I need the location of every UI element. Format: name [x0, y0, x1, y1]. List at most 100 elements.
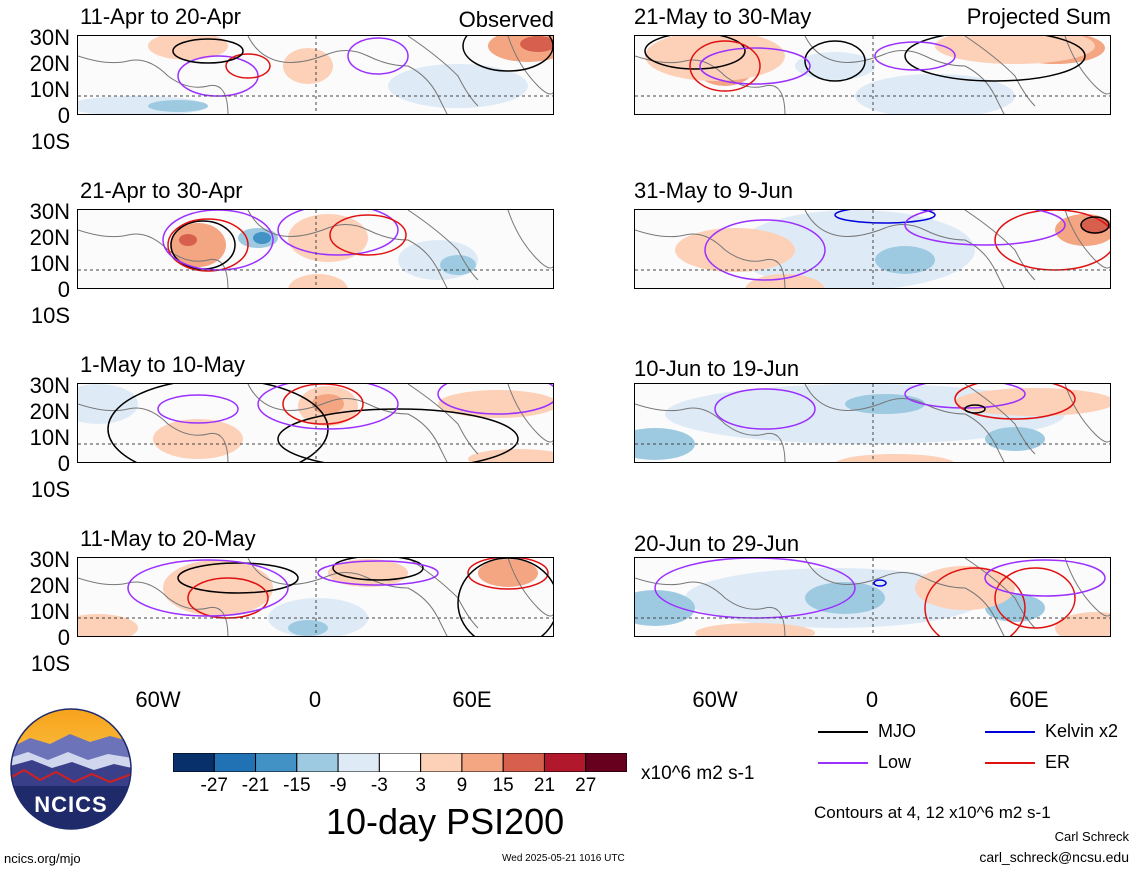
- anomaly-shading: [312, 394, 344, 414]
- map-field: [635, 36, 1110, 114]
- panel-title-right-2: 31-May to 9-Jun: [634, 178, 793, 203]
- lat-label-10n: 10N: [29, 599, 70, 624]
- footer-timestamp: Wed 2025-05-21 1016 UTC: [502, 853, 625, 864]
- lon-label-0: 0: [308, 687, 322, 712]
- footer-email: carl_schreck@ncsu.edu: [979, 849, 1129, 865]
- anomaly-shading: [179, 234, 197, 246]
- colorbar-swatch: [420, 752, 463, 773]
- anomaly-shading: [288, 274, 348, 288]
- contour-line: [347, 37, 409, 75]
- colorbar-swatch: [213, 752, 257, 773]
- anomaly-shading: [288, 620, 328, 636]
- lon-label-60e: 60E: [452, 687, 492, 712]
- map-field: [635, 558, 1110, 636]
- lat-label-10n: 10N: [29, 425, 70, 450]
- contour-line: [332, 558, 424, 581]
- colorbar-swatch: [543, 752, 587, 773]
- contour-line: [699, 47, 811, 85]
- map-panel-left-2: [77, 209, 554, 289]
- colorbar-title: 10-day PSI200: [326, 801, 565, 842]
- lat-label-10s: 10S: [30, 477, 70, 502]
- colorbar-units: x10^6 m2 s-1: [641, 763, 755, 784]
- lat-label-20n: 20N: [29, 399, 70, 424]
- contour-line: [994, 567, 1076, 629]
- anomaly-shading: [440, 255, 476, 275]
- contour-line: [457, 558, 553, 636]
- map-field: [78, 36, 553, 114]
- colorbar-tick-label: -15: [283, 775, 311, 796]
- anomaly-shading: [955, 388, 1110, 416]
- lat-label-10s: 10S: [30, 303, 70, 328]
- legend-label-low: Low: [878, 752, 912, 772]
- anomaly-shading: [805, 582, 885, 614]
- contour-line: [277, 408, 519, 462]
- anomaly-shading: [170, 223, 226, 267]
- panel-title-left-1: 11-Apr to 20-Apr: [80, 4, 242, 29]
- anomaly-shading: [836, 454, 954, 462]
- colorbar-swatch: [337, 752, 380, 773]
- map-field: [635, 210, 1110, 288]
- contour-line: [904, 210, 1066, 246]
- panel-title-left-3: 1-May to 10-May: [80, 352, 246, 377]
- anomaly-shading: [675, 228, 795, 272]
- legend-line-er: [985, 762, 1035, 764]
- legend-label-er: ER: [1045, 752, 1071, 772]
- lon-label-0: 0: [865, 687, 879, 712]
- map-panel-right-4: [634, 557, 1111, 637]
- anomaly-shading: [153, 419, 243, 459]
- contour-line: [225, 53, 271, 79]
- colorbar: [172, 752, 628, 773]
- contour-line: [924, 567, 1026, 636]
- colorbar-swatch: [461, 752, 504, 773]
- contour-line: [873, 579, 887, 587]
- map-panel-left-1: [77, 35, 554, 115]
- anomaly-shading: [253, 232, 271, 244]
- map-panel-left-4: [77, 557, 554, 637]
- lat-label-20n: 20N: [29, 573, 70, 598]
- contour-line: [127, 559, 289, 617]
- panel-label-observed: Observed: [458, 7, 554, 32]
- panel-label-projected-sum: Projected Sum: [966, 4, 1111, 29]
- colorbar-tick-label: 9: [456, 775, 468, 796]
- anomaly-shading: [148, 100, 208, 112]
- lat-label-20n: 20N: [29, 51, 70, 76]
- contour-line: [689, 40, 761, 92]
- contour-line: [964, 404, 986, 414]
- anomaly-shading: [163, 560, 273, 616]
- ncics-logo: NCICS: [10, 708, 132, 830]
- anomaly-shading: [388, 64, 528, 108]
- anomaly-shading: [875, 246, 935, 274]
- lat-label-30n: 30N: [29, 25, 70, 50]
- panel-title-right-4: 20-Jun to 29-Jun: [634, 531, 800, 556]
- anomaly-shading: [478, 559, 538, 587]
- contour-line: [437, 384, 553, 415]
- lat-label-20n: 20N: [29, 225, 70, 250]
- ncics-logo-graphic: [10, 708, 132, 830]
- contour-line: [277, 210, 399, 256]
- coastline: [78, 384, 553, 462]
- lon-label-60w: 60W: [692, 687, 738, 712]
- colorbar-tick-label: 3: [415, 775, 426, 796]
- map-panel-right-3: [634, 383, 1111, 463]
- lat-label-eq: 0: [57, 625, 70, 650]
- legend-line-kelvin: [985, 731, 1035, 733]
- legend-label-kelvin: Kelvin x2: [1045, 721, 1119, 741]
- lat-label-eq: 0: [57, 277, 70, 302]
- contour-line: [462, 36, 553, 72]
- contour-line: [954, 384, 1076, 420]
- lon-label-60w: 60W: [135, 687, 181, 712]
- anomaly-shading: [148, 36, 228, 60]
- coastline: [78, 36, 553, 114]
- anomaly-shading: [283, 48, 333, 84]
- colorbar-swatch: [502, 752, 545, 773]
- contour-line: [172, 38, 244, 64]
- anomaly-shading: [635, 590, 695, 626]
- lat-label-30n: 30N: [29, 373, 70, 398]
- contour-line: [704, 219, 826, 281]
- anomaly-shading: [288, 214, 368, 262]
- map-field: [78, 384, 553, 462]
- legend-label-mjo: MJO: [878, 721, 916, 741]
- contour-line: [157, 394, 239, 424]
- coastline: [78, 558, 553, 636]
- lat-label-30n: 30N: [29, 547, 70, 572]
